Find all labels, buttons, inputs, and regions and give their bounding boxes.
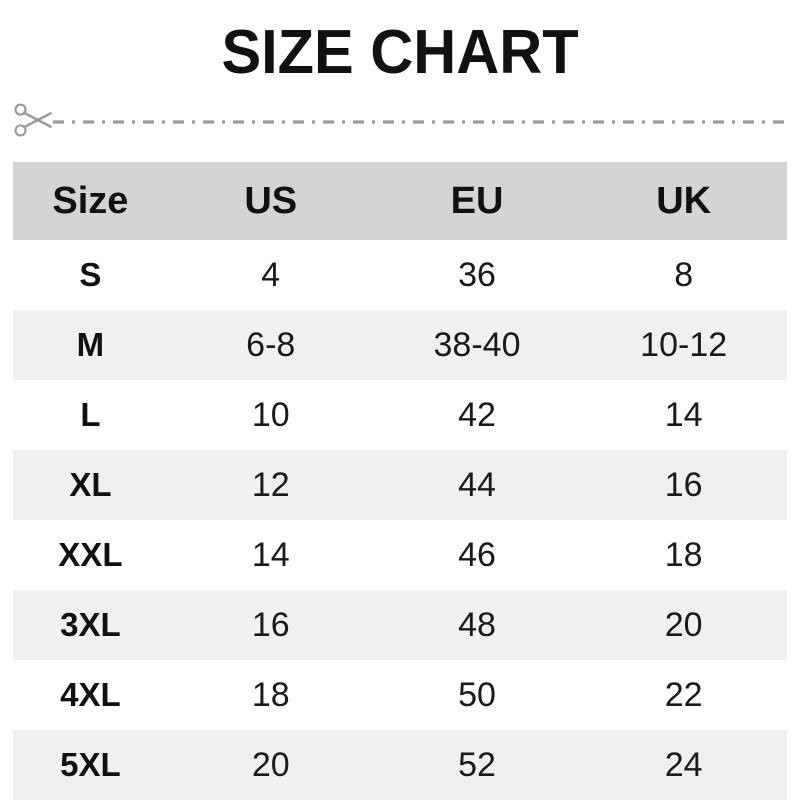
size-cell: 4XL <box>60 676 121 713</box>
size-cell: 3XL <box>60 606 121 643</box>
us-cell: 12 <box>251 465 290 504</box>
size-cell: M <box>76 326 105 363</box>
table-row: 5XL 20 52 24 <box>13 730 787 800</box>
column-header-size: Size <box>52 179 129 222</box>
table-row: 4XL 18 50 22 <box>13 660 787 730</box>
uk-cell: 10-12 <box>640 325 728 364</box>
eu-cell: 48 <box>458 605 496 644</box>
uk-cell: 16 <box>664 465 703 504</box>
table-row: XXL 14 46 18 <box>13 520 787 590</box>
us-cell: 14 <box>251 535 290 574</box>
eu-cell: 52 <box>458 745 496 784</box>
table-header-row: Size US EU UK <box>13 162 787 240</box>
eu-cell: 46 <box>458 535 496 574</box>
uk-cell: 14 <box>664 395 703 434</box>
eu-cell: 36 <box>458 255 496 294</box>
page-title: SIZE CHART <box>221 18 579 87</box>
table-row: XL 12 44 16 <box>13 450 787 520</box>
column-header-us: US <box>244 179 298 222</box>
column-header-uk: UK <box>656 179 712 222</box>
cut-line <box>13 100 787 140</box>
size-cell: L <box>80 396 101 433</box>
table-row: M 6-8 38-40 10-12 <box>13 310 787 380</box>
table-row: L 10 42 14 <box>13 380 787 450</box>
column-header-eu: EU <box>450 179 504 222</box>
size-cell: S <box>79 256 102 293</box>
size-cell: XXL <box>58 536 123 573</box>
uk-cell: 24 <box>664 745 703 784</box>
us-cell: 16 <box>251 605 290 644</box>
us-cell: 10 <box>251 395 290 434</box>
eu-cell: 42 <box>458 395 496 434</box>
table-body: S 4 36 8 M 6-8 38-40 10-12 L 10 42 14 XL… <box>13 240 787 800</box>
uk-cell: 8 <box>674 255 694 294</box>
dash-dot-line <box>53 120 787 124</box>
scissors-icon <box>14 103 52 137</box>
uk-cell: 18 <box>664 535 703 574</box>
eu-cell: 50 <box>458 675 496 714</box>
eu-cell: 44 <box>458 465 496 504</box>
size-cell: 5XL <box>60 746 121 783</box>
us-cell: 4 <box>261 255 281 294</box>
size-cell: XL <box>69 466 112 503</box>
us-cell: 18 <box>251 675 290 714</box>
eu-cell: 38-40 <box>433 325 521 364</box>
table-row: S 4 36 8 <box>13 240 787 310</box>
size-chart-table: Size US EU UK S 4 36 8 M 6-8 38-40 10-12… <box>13 162 787 800</box>
uk-cell: 20 <box>664 605 703 644</box>
us-cell: 6-8 <box>246 325 296 364</box>
table-row: 3XL 16 48 20 <box>13 590 787 660</box>
us-cell: 20 <box>251 745 290 784</box>
uk-cell: 22 <box>664 675 703 714</box>
